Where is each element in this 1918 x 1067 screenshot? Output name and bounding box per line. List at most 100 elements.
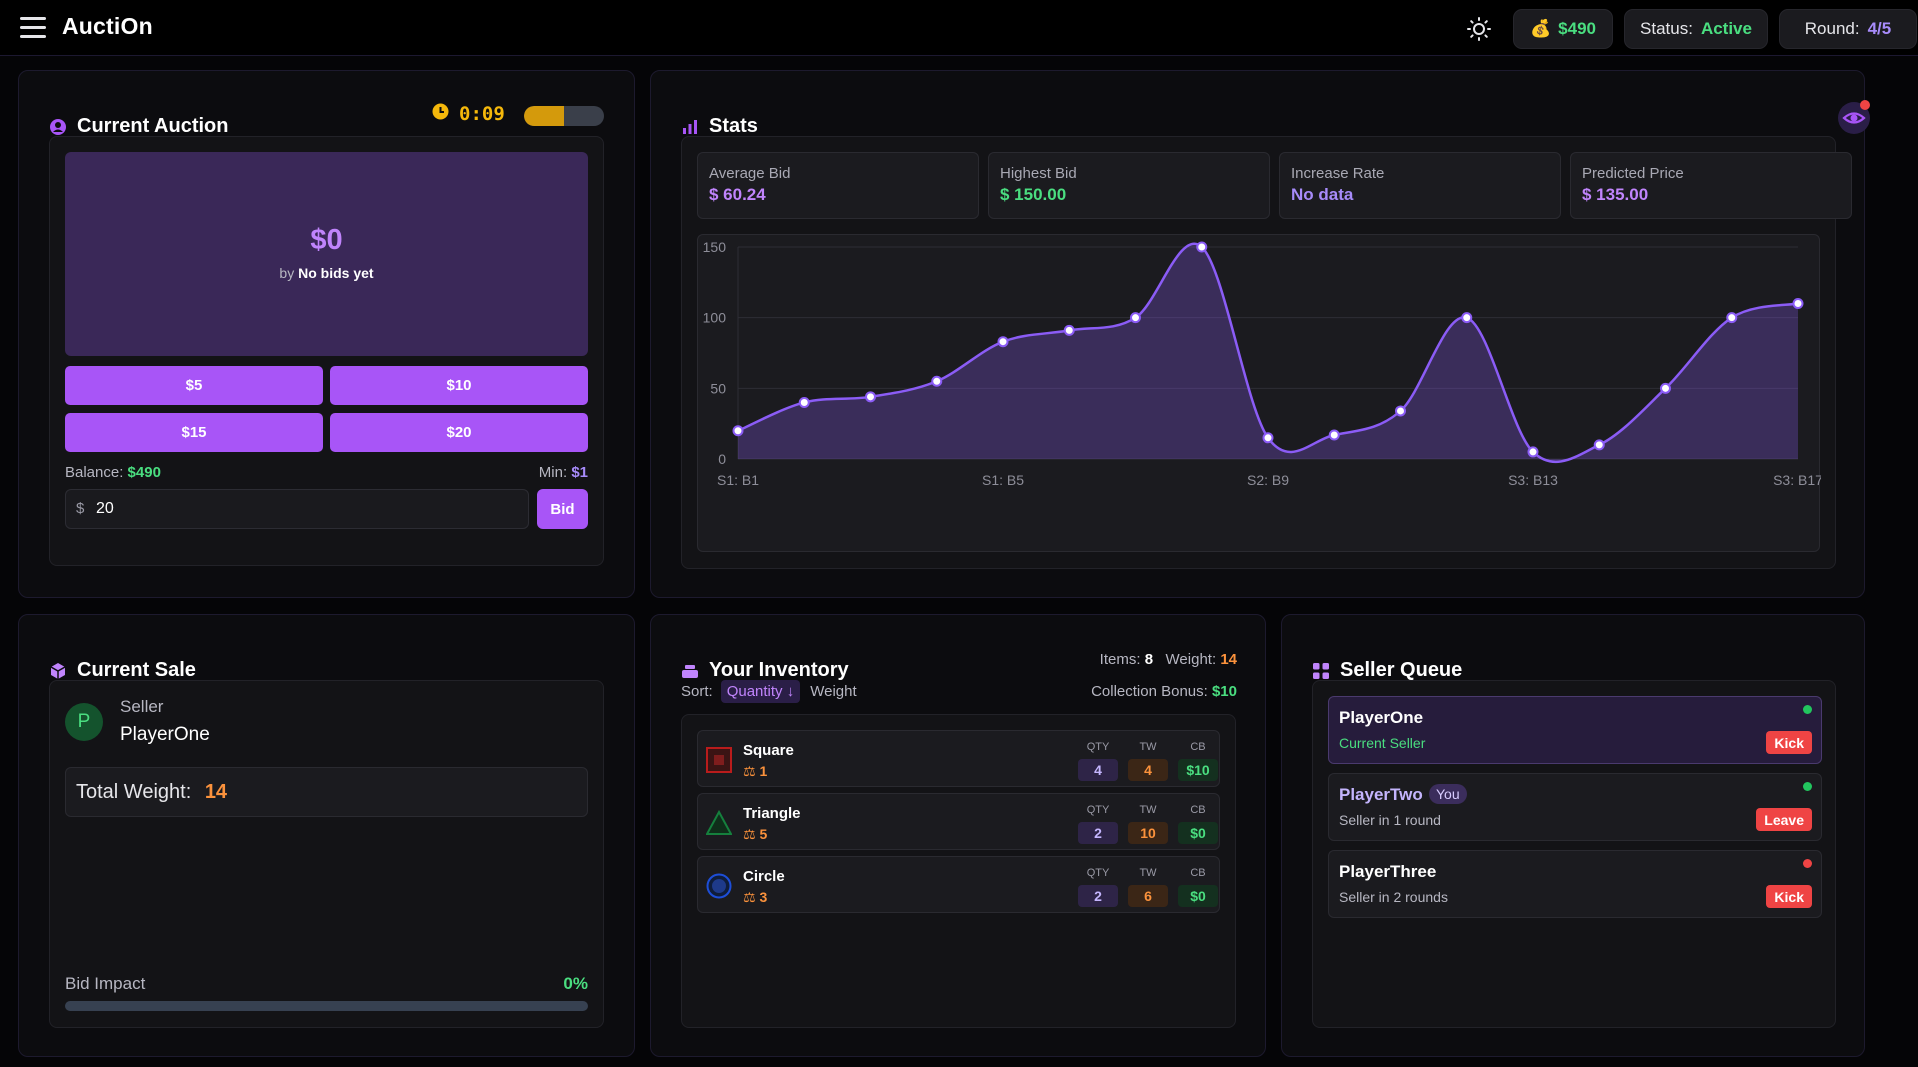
status-pill: Status: Active bbox=[1624, 9, 1768, 49]
avatar: P bbox=[65, 703, 103, 741]
stat-value: $ 150.00 bbox=[1000, 185, 1067, 204]
auction-timer: 0:09 bbox=[432, 103, 505, 125]
inventory-title: Your Inventory bbox=[709, 659, 849, 681]
seller-label: Seller bbox=[120, 697, 164, 716]
chart-data-point bbox=[1328, 429, 1340, 441]
cube-icon bbox=[49, 662, 67, 680]
stat-label: Predicted Price bbox=[1582, 165, 1684, 182]
seller-queue-list: PlayerOne Current Seller Kick PlayerTwo … bbox=[1312, 680, 1836, 1028]
x-tick-label: S3: B17 bbox=[1773, 472, 1821, 488]
chart-data-point bbox=[1792, 298, 1804, 310]
cb-header: CB bbox=[1190, 741, 1206, 753]
tw-header: TW bbox=[1139, 741, 1157, 753]
chart-area-fill bbox=[738, 243, 1798, 462]
total-weight-label: Total Weight: bbox=[76, 781, 192, 803]
current-sale-header: Current Sale bbox=[49, 659, 196, 682]
player-name: PlayerThree bbox=[1339, 862, 1437, 881]
leave-button[interactable]: Leave bbox=[1756, 808, 1812, 831]
quick-bid-10-button[interactable]: $10 bbox=[330, 366, 588, 405]
x-tick-label: S1: B1 bbox=[717, 472, 759, 488]
current-sale-body: P Seller PlayerOne Total Weight: 14 Bid … bbox=[49, 680, 604, 1028]
inventory-icon bbox=[681, 662, 699, 680]
stats-title: Stats bbox=[709, 115, 758, 137]
chart-data-point bbox=[1262, 432, 1274, 444]
item-weight: ⚖ 3 bbox=[743, 889, 767, 906]
weight-label: Weight: bbox=[1165, 651, 1217, 668]
bid-amount-input[interactable] bbox=[96, 495, 516, 523]
min-label: Min: bbox=[538, 464, 568, 481]
spectate-eye-icon[interactable] bbox=[1838, 100, 1870, 134]
min-bid: Min: $1 bbox=[539, 464, 588, 481]
current-auction-header: Current Auction bbox=[49, 115, 228, 138]
weight-icon: ⚖ bbox=[743, 763, 760, 779]
kick-button[interactable]: Kick bbox=[1766, 731, 1812, 754]
chart-data-point bbox=[931, 375, 943, 387]
round-pill: Round: 4/5 bbox=[1779, 9, 1917, 49]
collection-bonus-value: $10 bbox=[1211, 683, 1237, 700]
sort-weight-button[interactable]: Weight bbox=[810, 683, 857, 700]
current-auction-title: Current Auction bbox=[77, 115, 229, 137]
stats-body: Average Bid $ 60.24 Highest Bid $ 150.00… bbox=[681, 136, 1852, 569]
balance-pill: 💰 $490 bbox=[1513, 9, 1613, 49]
theme-toggle-sun-icon[interactable] bbox=[1466, 16, 1492, 42]
square-shape-icon bbox=[706, 747, 732, 773]
inventory-item-triangle[interactable]: Triangle ⚖ 5 QTY TW CB 2 10 $0 bbox=[697, 793, 1220, 850]
queue-item-playerthree: PlayerThree Seller in 2 rounds Kick bbox=[1328, 850, 1822, 918]
queue-item-playertwo: PlayerTwo You Seller in 1 round Leave bbox=[1328, 773, 1822, 841]
sort-quantity-button[interactable]: Quantity ↓ bbox=[720, 680, 801, 703]
stat-label: Highest Bid bbox=[1000, 165, 1077, 182]
quick-bid-20-button[interactable]: $20 bbox=[330, 413, 588, 452]
stat-card-predicted-price: Predicted Price $ 135.00 bbox=[1570, 152, 1852, 219]
bid-button[interactable]: Bid bbox=[537, 489, 588, 529]
balance-row: Balance: $490 Min: $1 bbox=[65, 464, 588, 481]
items-label: Items: bbox=[1099, 651, 1141, 668]
weight-icon: ⚖ bbox=[743, 889, 760, 905]
kick-button[interactable]: Kick bbox=[1766, 885, 1812, 908]
quick-bid-15-button[interactable]: $15 bbox=[65, 413, 323, 452]
chart-data-point bbox=[1527, 446, 1539, 458]
item-weight-value: 3 bbox=[759, 889, 768, 905]
inventory-list: Square ⚖ 1 QTY TW CB 4 4 $10 Triangle ⚖ … bbox=[681, 714, 1236, 1028]
chart-data-point bbox=[1726, 312, 1738, 324]
player-queue-status: Seller in 2 rounds bbox=[1339, 889, 1448, 905]
offline-status-dot bbox=[1803, 859, 1812, 868]
inventory-item-circle[interactable]: Circle ⚖ 3 QTY TW CB 2 6 $0 bbox=[697, 856, 1220, 913]
collection-bonus: Collection Bonus: $10 bbox=[1091, 683, 1237, 700]
stat-value: $ 135.00 bbox=[1582, 185, 1649, 204]
stat-label: Increase Rate bbox=[1291, 165, 1385, 182]
clock-icon bbox=[432, 103, 449, 125]
circle-shape-icon bbox=[706, 873, 732, 899]
auction-body: $0 by No bids yet $5 $10 $15 $20 Balance… bbox=[49, 136, 604, 566]
qty-value: 2 bbox=[1078, 822, 1118, 844]
bid-history-chart: 0 50 100 150 S1: B1 S1: B5 S2: B9 S3: B13 S3: B1… bbox=[697, 234, 1823, 552]
x-tick-label: S1: B5 bbox=[982, 472, 1024, 488]
quick-bid-5-button[interactable]: $5 bbox=[65, 366, 323, 405]
weight-icon: ⚖ bbox=[743, 826, 760, 842]
queue-item-playerone: PlayerOne Current Seller Kick bbox=[1328, 696, 1822, 764]
cb-header: CB bbox=[1190, 867, 1206, 879]
cb-header: CB bbox=[1190, 804, 1206, 816]
min-value: $1 bbox=[571, 464, 588, 481]
current-bid-amount: $0 bbox=[310, 224, 343, 256]
y-tick-label: 50 bbox=[710, 380, 726, 396]
bid-history-chart-svg: 0 50 100 150 S1: B1 S1: B5 S2: B9 S3: B13 S3: B1… bbox=[703, 239, 1823, 488]
timer-progress-fill bbox=[524, 106, 564, 126]
timer-progress-bar bbox=[524, 106, 604, 126]
y-tick-label: 150 bbox=[703, 239, 727, 255]
tw-value: 6 bbox=[1128, 885, 1168, 907]
stat-card-increase-rate: Increase Rate No data bbox=[1279, 152, 1561, 219]
menu-icon[interactable] bbox=[20, 17, 46, 39]
tw-header: TW bbox=[1139, 867, 1157, 879]
inventory-header: Your Inventory bbox=[681, 659, 849, 682]
current-auction-panel: Current Auction 0:09 $0 by No bids yet $… bbox=[18, 70, 635, 598]
items-count: 8 bbox=[1144, 651, 1154, 668]
item-name: Square bbox=[743, 742, 794, 759]
inventory-item-square[interactable]: Square ⚖ 1 QTY TW CB 4 4 $10 bbox=[697, 730, 1220, 787]
player-name: PlayerTwo bbox=[1339, 785, 1423, 804]
chart-data-point bbox=[997, 336, 1009, 348]
bid-input-wrapper: $ bbox=[65, 489, 529, 529]
seller-name: PlayerOne bbox=[120, 724, 210, 745]
inventory-panel: Your Inventory Items: 8 Weight: 14 Sort:… bbox=[650, 614, 1266, 1057]
chart-data-point bbox=[1130, 312, 1141, 324]
item-name: Triangle bbox=[743, 805, 801, 822]
